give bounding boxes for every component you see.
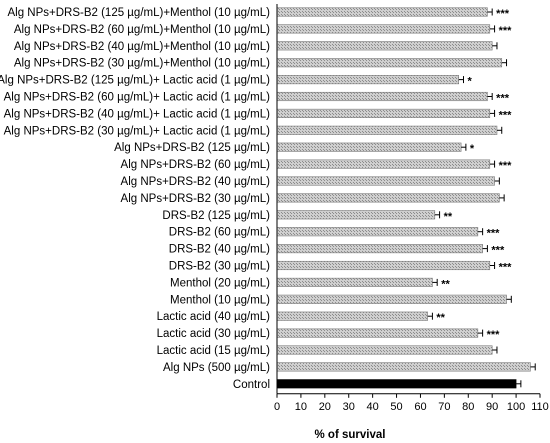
category-label: Lactic acid (30 µg/mL) [157,328,271,340]
category-label: Alg NPs+DRS-B2 (30 µg/mL)+Menthol (10 µg… [14,58,270,70]
bar [276,311,428,321]
significance-marker: *** [496,93,510,105]
bar [276,362,531,372]
category-label: Alg NPs+DRS-B2 (30 µg/mL) [121,193,271,205]
category-label: Alg NPs+DRS-B2 (60 µg/mL)+Menthol (10 µg… [14,24,270,36]
bar [276,7,488,17]
significance-marker: *** [499,262,513,274]
x-tick-label: 10 [295,401,307,413]
bar [276,142,462,152]
bar [276,345,493,355]
bar [276,210,436,220]
bar [276,328,479,338]
bar [276,277,433,287]
category-label: DRS-B2 (60 µg/mL) [169,227,270,239]
bar [276,193,500,203]
category-label: Alg NPs+DRS-B2 (40 µg/mL)+Menthol (10 µg… [14,41,270,53]
significance-marker: *** [487,228,501,240]
significance-marker: *** [499,160,513,172]
bar [276,379,517,389]
x-tick-label: 100 [507,401,525,413]
bar [276,227,479,237]
bar [276,41,493,51]
significance-marker: *** [487,329,501,341]
x-tick-label: 40 [367,401,379,413]
bar [276,244,483,254]
category-label: Alg NPs+DRS-B2 (125 µg/mL)+ Lactic acid … [0,75,270,87]
category-label: Control [233,379,270,391]
bar [276,260,491,271]
x-tick-label: 20 [319,401,331,413]
x-tick-label: 30 [343,401,355,413]
category-label: Alg NPs+DRS-B2 (30 µg/mL)+ Lactic acid (… [4,125,271,137]
category-label: Alg NPs+DRS-B2 (40 µg/mL)+ Lactic acid (… [4,108,271,120]
bar [276,91,488,102]
significance-marker: * [467,76,472,88]
bars-layer [276,7,536,389]
category-label: Alg NPs+DRS-B2 (60 µg/mL) [121,159,271,171]
category-label: Menthol (10 µg/mL) [170,294,270,306]
category-label: DRS-B2 (125 µg/mL) [162,210,270,222]
x-axis: 0 10 20 30 40 50 60 70 80 90 100 110 [274,4,549,413]
category-label: Alg NPs+DRS-B2 (60 µg/mL)+ Lactic acid (… [4,92,271,104]
x-tick-label: 60 [414,401,426,413]
significance-marker: ** [441,278,450,290]
significance-marker: * [470,143,475,155]
bar [276,159,491,169]
bar [276,294,507,304]
category-label: Lactic acid (15 µg/mL) [157,345,271,357]
x-tick-label: 70 [438,401,450,413]
bar [276,176,495,186]
bar [276,58,503,68]
bar [276,24,491,34]
significance-marker: *** [496,8,510,20]
category-label: Alg NPs+DRS-B2 (125 µg/mL)+Menthol (10 µ… [7,7,270,19]
category-label: Menthol (20 µg/mL) [170,277,270,289]
bar [276,108,491,118]
x-tick-label: 0 [274,401,280,413]
significance-marker: *** [491,245,505,257]
significance-marker: ** [444,211,453,223]
category-labels-layer: Alg NPs+DRS-B2 (125 µg/mL)+Menthol (10 µ… [0,7,512,391]
category-label: Lactic acid (40 µg/mL) [157,311,271,323]
x-tick-label: 90 [486,401,498,413]
significance-marker: ** [436,312,445,324]
x-tick-label: 80 [462,401,474,413]
bar [276,75,460,85]
category-label: DRS-B2 (40 µg/mL) [169,244,270,256]
significance-marker: *** [499,25,513,37]
category-label: Alg NPs+DRS-B2 (125 µg/mL) [114,142,270,154]
category-label: Alg NPs+DRS-B2 (40 µg/mL) [121,176,271,188]
bar [276,125,498,135]
category-label: DRS-B2 (30 µg/mL) [169,261,270,273]
significance-marker: *** [499,109,513,121]
x-tick-label: 110 [531,401,549,413]
category-label: Alg NPs (500 µg/mL) [163,362,270,374]
x-tick-label: 50 [390,401,402,413]
x-axis-label: % of survival [315,429,386,441]
